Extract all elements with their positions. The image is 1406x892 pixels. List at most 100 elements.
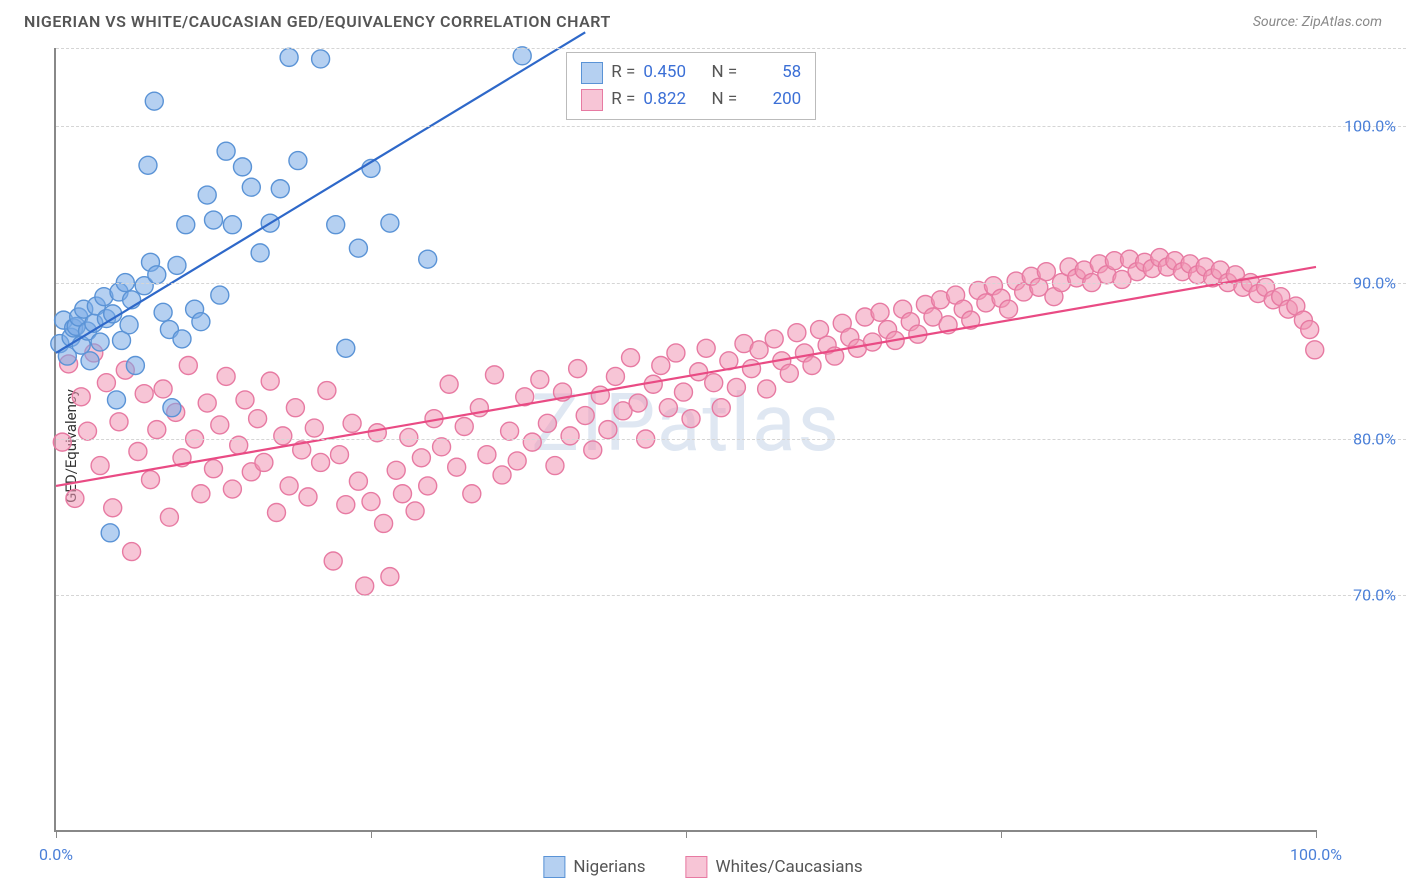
scatter-point [871, 303, 889, 321]
scatter-point [148, 266, 166, 284]
scatter-point [493, 466, 511, 484]
scatter-point [107, 391, 125, 409]
scatter-point [337, 496, 355, 514]
scatter-point [682, 410, 700, 428]
scatter-point [72, 388, 90, 406]
trend-line [56, 32, 585, 353]
scatter-point [381, 214, 399, 232]
scatter-point [97, 374, 115, 392]
scatter-point [160, 508, 178, 526]
scatter-point [440, 375, 458, 393]
scatter-point [362, 493, 380, 511]
scatter-point [697, 339, 715, 357]
scatter-point [463, 485, 481, 503]
scatter-point [538, 414, 556, 432]
scatter-point [712, 399, 730, 417]
scatter-point [289, 152, 307, 170]
scatter-point [591, 386, 609, 404]
scatter-point [154, 380, 172, 398]
scatter-point [148, 421, 166, 439]
scatter-point [286, 399, 304, 417]
scatter-point [727, 378, 745, 396]
scatter-point [381, 568, 399, 586]
scatter-point [249, 410, 267, 428]
x-tick-label: 100.0% [1290, 845, 1342, 864]
scatter-point [356, 577, 374, 595]
scatter-point [101, 524, 119, 542]
source-label: Source: ZipAtlas.com [1253, 14, 1382, 30]
scatter-point [135, 385, 153, 403]
scatter-point [318, 382, 336, 400]
scatter-point [126, 356, 144, 374]
scatter-point [305, 419, 323, 437]
stat-r-label: R = [611, 59, 635, 86]
scatter-point [123, 543, 141, 561]
scatter-point [280, 477, 298, 495]
bottom-legend: Nigerians Whites/Caucasians [543, 856, 862, 878]
x-tick [1001, 830, 1002, 838]
stat-r-label: R = [611, 86, 635, 113]
stat-n-value: 200 [745, 86, 801, 113]
scatter-point [523, 433, 541, 451]
scatter-point [274, 427, 292, 445]
scatter-point [211, 416, 229, 434]
scatter-point [513, 47, 531, 65]
x-tick [56, 830, 57, 838]
scatter-point [53, 433, 71, 451]
scatter-point [419, 477, 437, 495]
scatter-point [331, 446, 349, 464]
scatter-point [765, 330, 783, 348]
x-tick [371, 830, 372, 838]
stats-legend-row: R =0.822 N =200 [581, 86, 801, 113]
x-tick [686, 830, 687, 838]
y-tick-label: 90.0% [1353, 273, 1396, 292]
gridline-h [56, 595, 1406, 596]
scatter-point [163, 399, 181, 417]
scatter-point [154, 303, 172, 321]
scatter-point [242, 178, 260, 196]
scatter-point [652, 356, 670, 374]
gridline-h [56, 439, 1406, 440]
scatter-point [280, 48, 298, 66]
x-tick [1316, 830, 1317, 838]
scatter-point [622, 349, 640, 367]
scatter-point [217, 367, 235, 385]
scatter-point [268, 504, 286, 522]
scatter-point [606, 367, 624, 385]
scatter-point [780, 364, 798, 382]
scatter-point [233, 158, 251, 176]
chart-title: NIGERIAN VS WHITE/CAUCASIAN GED/EQUIVALE… [24, 12, 611, 31]
stat-r-value: 0.450 [643, 59, 699, 86]
scatter-point [255, 453, 273, 471]
scatter-point [198, 186, 216, 204]
scatter-point [79, 422, 97, 440]
bottom-legend-item: Whites/Caucasians [686, 856, 863, 878]
bottom-legend-item: Nigerians [543, 856, 645, 878]
scatter-point [674, 383, 692, 401]
y-tick-label: 80.0% [1353, 430, 1396, 449]
scatter-point [387, 461, 405, 479]
scatter-point [400, 428, 418, 446]
scatter-point [803, 356, 821, 374]
scatter-point [433, 438, 451, 456]
gridline-h [56, 48, 1406, 49]
scatter-point [455, 417, 473, 435]
stat-r-value: 0.822 [643, 86, 699, 113]
trend-line [56, 267, 1316, 486]
gridline-h [56, 126, 1406, 127]
scatter-point [192, 313, 210, 331]
y-tick-label: 100.0% [1344, 117, 1396, 136]
scatter-point [599, 421, 617, 439]
scatter-point [271, 180, 289, 198]
scatter-point [1037, 263, 1055, 281]
scatter-point [508, 452, 526, 470]
legend-swatch [581, 89, 603, 111]
scatter-point [349, 472, 367, 490]
scatter-point [343, 414, 361, 432]
scatter-point [485, 366, 503, 384]
scatter-point [561, 427, 579, 445]
scatter-point [81, 352, 99, 370]
scatter-point [659, 399, 677, 417]
scatter-point [629, 394, 647, 412]
scatter-point [223, 480, 241, 498]
